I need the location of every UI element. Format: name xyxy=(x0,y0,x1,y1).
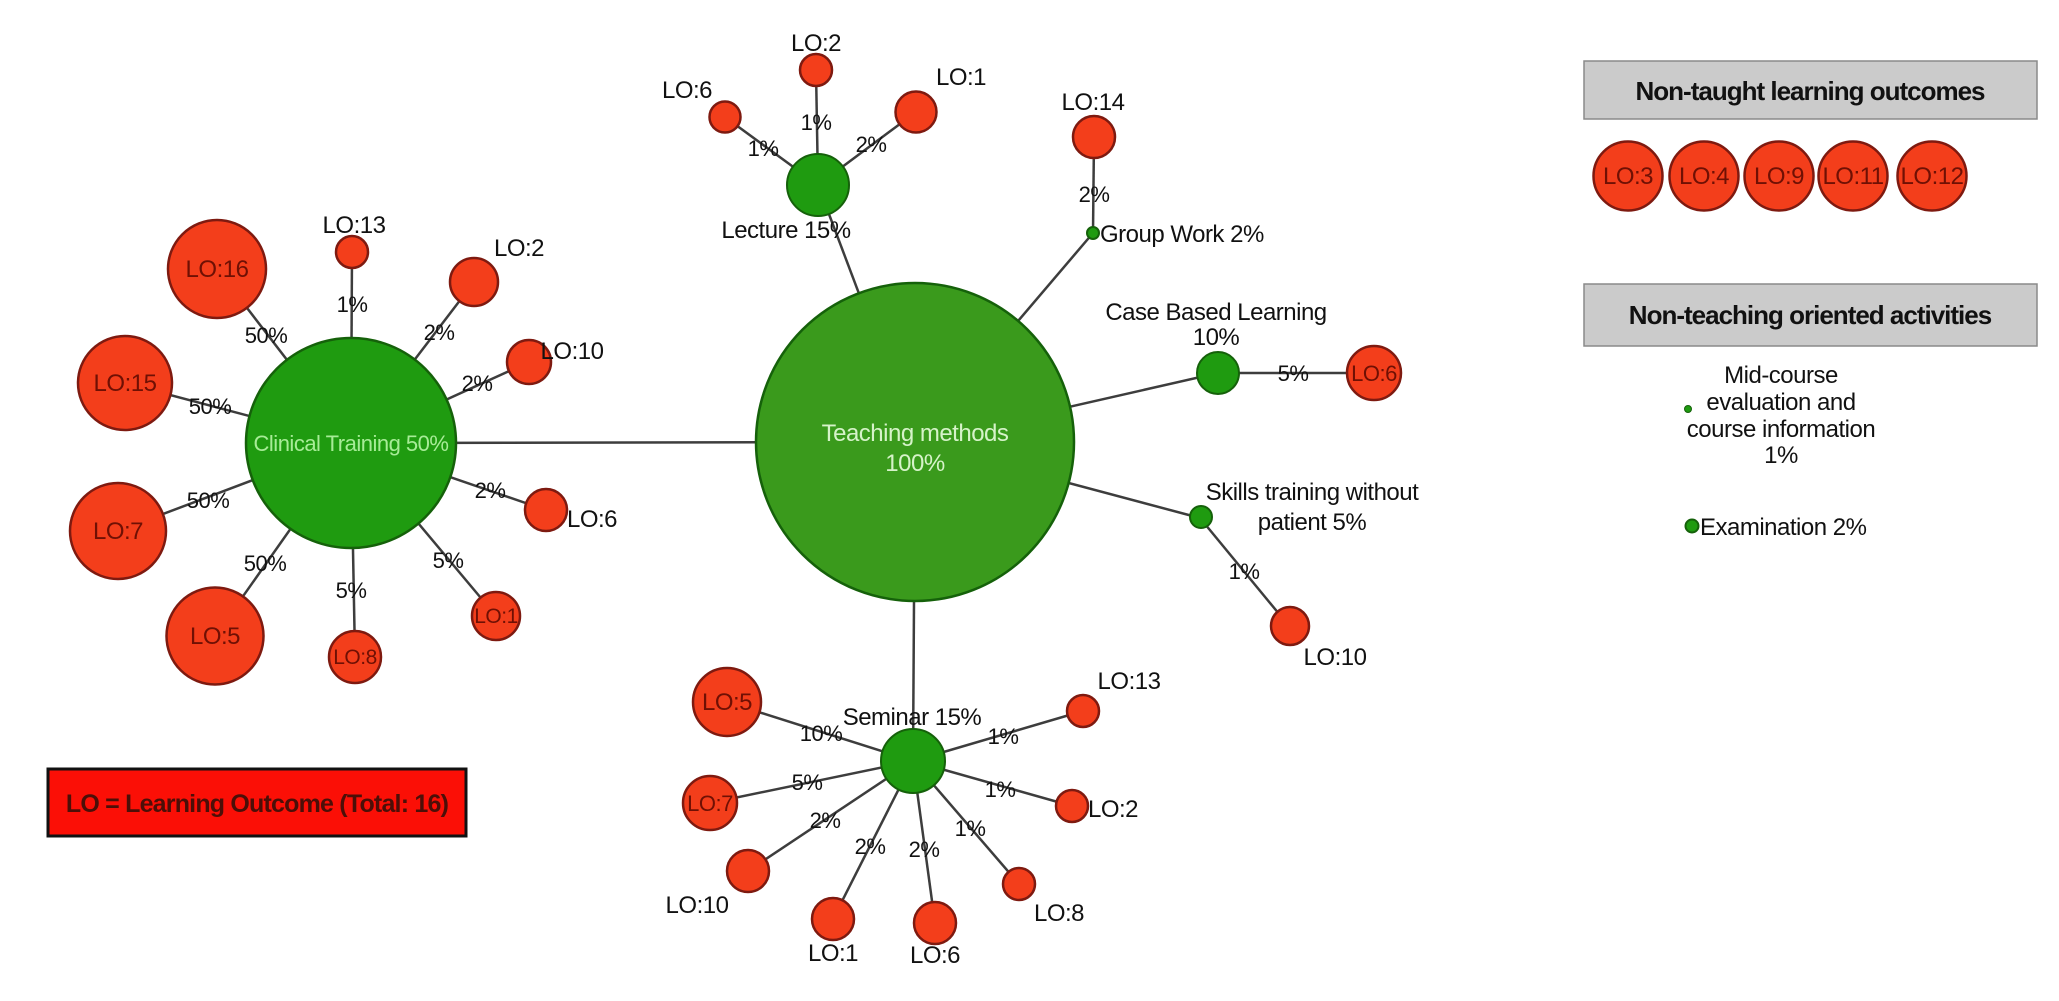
svg-text:LO:14: LO:14 xyxy=(1062,89,1125,116)
svg-text:LO:12: LO:12 xyxy=(1901,163,1964,190)
svg-text:10%: 10% xyxy=(1193,324,1240,351)
svg-text:50%: 50% xyxy=(245,323,288,348)
svg-text:2%: 2% xyxy=(462,371,493,396)
svg-text:Case Based Learning: Case Based Learning xyxy=(1105,299,1326,326)
svg-text:LO:9: LO:9 xyxy=(1754,163,1804,190)
svg-text:course information: course information xyxy=(1687,416,1875,443)
svg-text:Examination 2%: Examination 2% xyxy=(1700,514,1867,541)
svg-text:LO:2: LO:2 xyxy=(1088,796,1138,823)
svg-text:LO:4: LO:4 xyxy=(1679,163,1729,190)
svg-text:5%: 5% xyxy=(1278,361,1309,386)
svg-text:LO:6: LO:6 xyxy=(1351,361,1397,386)
svg-text:LO:5: LO:5 xyxy=(702,689,752,716)
svg-text:2%: 2% xyxy=(855,834,886,859)
svg-text:LO:15: LO:15 xyxy=(94,370,157,397)
svg-text:Teaching methods: Teaching methods xyxy=(822,420,1009,447)
svg-text:LO:16: LO:16 xyxy=(186,256,249,283)
svg-text:Group Work 2%: Group Work 2% xyxy=(1100,221,1264,248)
svg-text:Skills training without: Skills training without xyxy=(1206,479,1419,506)
svg-text:1%: 1% xyxy=(1229,559,1260,584)
svg-text:LO:2: LO:2 xyxy=(791,30,841,57)
svg-text:2%: 2% xyxy=(1079,182,1110,207)
svg-text:Non-teaching oriented activiti: Non-teaching oriented activities xyxy=(1629,300,1992,330)
svg-text:50%: 50% xyxy=(244,551,287,576)
svg-text:1%: 1% xyxy=(1764,442,1798,469)
svg-text:LO:13: LO:13 xyxy=(1098,668,1161,695)
svg-text:LO:8: LO:8 xyxy=(333,646,377,669)
svg-text:1%: 1% xyxy=(955,816,986,841)
svg-text:LO:6: LO:6 xyxy=(910,942,960,969)
svg-text:Seminar 15%: Seminar 15% xyxy=(843,704,982,731)
svg-text:LO:10: LO:10 xyxy=(666,892,729,919)
svg-text:Mid-course: Mid-course xyxy=(1724,362,1838,389)
svg-text:1%: 1% xyxy=(801,110,832,135)
svg-text:LO:8: LO:8 xyxy=(1034,900,1084,927)
svg-text:LO:2: LO:2 xyxy=(494,235,544,262)
svg-text:LO:1: LO:1 xyxy=(808,940,858,967)
svg-text:2%: 2% xyxy=(810,808,841,833)
svg-text:2%: 2% xyxy=(856,132,887,157)
svg-text:LO:6: LO:6 xyxy=(567,506,617,533)
svg-text:LO:10: LO:10 xyxy=(541,338,604,365)
svg-text:Non-taught learning outcomes: Non-taught learning outcomes xyxy=(1636,76,1986,106)
svg-text:2%: 2% xyxy=(475,478,506,503)
svg-text:2%: 2% xyxy=(424,320,455,345)
svg-text:LO:7: LO:7 xyxy=(93,518,143,545)
svg-text:LO:5: LO:5 xyxy=(190,623,240,650)
svg-text:5%: 5% xyxy=(792,770,823,795)
svg-text:10%: 10% xyxy=(800,721,843,746)
svg-text:50%: 50% xyxy=(187,488,230,513)
svg-text:LO:13: LO:13 xyxy=(323,212,386,239)
svg-text:5%: 5% xyxy=(433,548,464,573)
svg-text:LO:7: LO:7 xyxy=(687,791,733,816)
svg-text:Clinical Training 50%: Clinical Training 50% xyxy=(254,431,449,456)
svg-text:LO:6: LO:6 xyxy=(662,77,712,104)
svg-text:2%: 2% xyxy=(909,837,940,862)
svg-text:50%: 50% xyxy=(189,394,232,419)
svg-text:patient 5%: patient 5% xyxy=(1258,509,1367,536)
svg-text:LO = Learning Outcome (Total:: LO = Learning Outcome (Total: 16) xyxy=(66,790,449,818)
svg-text:5%: 5% xyxy=(336,578,367,603)
svg-text:1%: 1% xyxy=(988,724,1019,749)
svg-text:1%: 1% xyxy=(985,777,1016,802)
svg-text:Lecture 15%: Lecture 15% xyxy=(721,217,850,244)
svg-text:LO:1: LO:1 xyxy=(474,605,518,628)
svg-text:LO:3: LO:3 xyxy=(1603,163,1653,190)
svg-text:LO:1: LO:1 xyxy=(936,64,986,91)
svg-text:LO:10: LO:10 xyxy=(1304,644,1367,671)
svg-text:1%: 1% xyxy=(748,136,779,161)
svg-text:100%: 100% xyxy=(885,450,945,477)
svg-text:evaluation and: evaluation and xyxy=(1706,389,1855,416)
svg-text:1%: 1% xyxy=(337,292,368,317)
svg-text:LO:11: LO:11 xyxy=(1822,163,1883,190)
